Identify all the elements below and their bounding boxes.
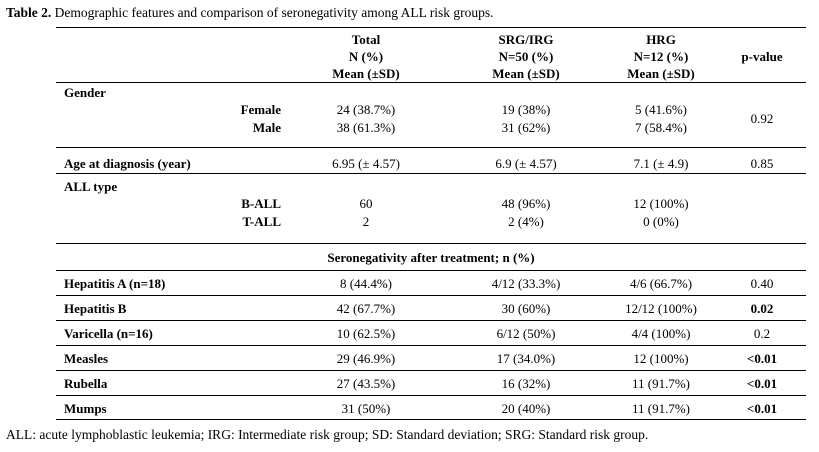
sero-row-label: Hepatitis B: [64, 301, 127, 316]
sero-row-label: Varicella (n=16): [64, 326, 153, 341]
sero-row-label: Measles: [64, 351, 109, 366]
sero-row-label: Rubella: [64, 376, 108, 391]
ball-total: 60: [359, 196, 373, 211]
demographic-table: Total N (%) Mean (±SD) SRG/IRG N=50 (%) Mean…: [56, 27, 806, 420]
sero-row-srg: 16 (32%): [501, 376, 551, 391]
female-hrg: 5 (41.6%): [635, 102, 687, 117]
female-label: Female: [240, 102, 281, 117]
tall-srg: 2 (4%): [508, 214, 544, 229]
header-total: Total N (%) Mean (±SD): [332, 32, 400, 81]
row-rule-5: [56, 395, 806, 396]
header-rule: [56, 82, 806, 83]
ball-srg: 48 (96%): [501, 196, 551, 211]
age-hrg: 7.1 (± 4.9): [633, 156, 689, 171]
sero-row-pvalue: 0.02: [750, 301, 774, 316]
sero-row-srg: 17 (34.0%): [496, 351, 556, 366]
sero-row-total: 31 (50%): [341, 401, 391, 416]
ball-label: B-ALL: [241, 196, 281, 211]
caption-text: Demographic features and comparison of s…: [51, 5, 494, 20]
tall-total: 2: [362, 214, 370, 229]
sero-row-total: 29 (46.9%): [336, 351, 396, 366]
male-total: 38 (61.3%): [336, 120, 396, 135]
sero-row-total: 8 (44.4%): [340, 276, 392, 291]
table-top-rule: [56, 27, 806, 28]
sero-row-pvalue: <0.01: [746, 376, 778, 391]
age-pvalue: 0.85: [750, 156, 774, 171]
age-rule: [56, 173, 806, 174]
row-rule-1: [56, 295, 806, 296]
male-srg: 31 (62%): [501, 120, 551, 135]
male-hrg: 7 (58.4%): [635, 120, 687, 135]
sero-row-label: Mumps: [64, 401, 107, 416]
sero-row-hrg: 4/6 (66.7%): [629, 276, 693, 291]
male-label: Male: [252, 120, 281, 135]
age-srg: 6.9 (± 4.57): [495, 156, 557, 171]
sero-row-hrg: 11 (91.7%): [631, 401, 691, 416]
header-srg: SRG/IRG N=50 (%) Mean (±SD): [492, 32, 560, 81]
gender-rule: [56, 147, 806, 148]
sero-row-pvalue: 0.40: [750, 276, 774, 291]
sero-row-srg: 20 (40%): [501, 401, 551, 416]
ball-hrg: 12 (100%): [633, 196, 689, 211]
tall-label: T-ALL: [242, 214, 281, 229]
row-rule-2: [56, 320, 806, 321]
sero-row-srg: 4/12 (33.3%): [491, 276, 561, 291]
type-rule: [56, 243, 806, 244]
sero-row-total: 27 (43.5%): [336, 376, 396, 391]
sero-row-srg: 30 (60%): [501, 301, 551, 316]
sero-row-label: Hepatitis A (n=18): [64, 276, 166, 291]
header-pvalue: p-value: [741, 49, 783, 64]
sero-row-hrg: 11 (91.7%): [631, 376, 691, 391]
female-srg: 19 (38%): [501, 102, 551, 117]
sero-row-total: 10 (62.5%): [336, 326, 396, 341]
female-total: 24 (38.7%): [336, 102, 396, 117]
sero-row-hrg: 4/4 (100%): [631, 326, 691, 341]
sero-row-pvalue: 0.2: [753, 326, 771, 341]
age-label: Age at diagnosis (year): [64, 156, 191, 171]
sero-row-pvalue: <0.01: [746, 401, 778, 416]
table-footnote: ALL: acute lymphoblastic leukemia; IRG: …: [6, 427, 649, 442]
table-bottom-rule: [56, 419, 806, 420]
all-type-label: ALL type: [64, 179, 118, 194]
sero-row-hrg: 12 (100%): [633, 351, 689, 366]
tall-hrg: 0 (0%): [643, 214, 679, 229]
header-hrg: HRG N=12 (%) Mean (±SD): [627, 32, 695, 81]
gender-pvalue: 0.92: [750, 111, 774, 126]
section-title: Seronegativity after treatment; n (%): [327, 250, 535, 265]
gender-label: Gender: [64, 85, 106, 100]
row-rule-3: [56, 345, 806, 346]
caption-label: Table 2.: [6, 5, 52, 20]
row-rule-4: [56, 370, 806, 371]
sero-row-total: 42 (67.7%): [336, 301, 396, 316]
sero-row-srg: 6/12 (50%): [496, 326, 556, 341]
sero-row-hrg: 12/12 (100%): [625, 301, 697, 316]
section-rule: [56, 270, 806, 271]
age-total: 6.95 (± 4.57): [332, 156, 400, 171]
sero-row-pvalue: <0.01: [746, 351, 778, 366]
table-caption: Table 2. Demographic features and compar…: [6, 5, 494, 21]
